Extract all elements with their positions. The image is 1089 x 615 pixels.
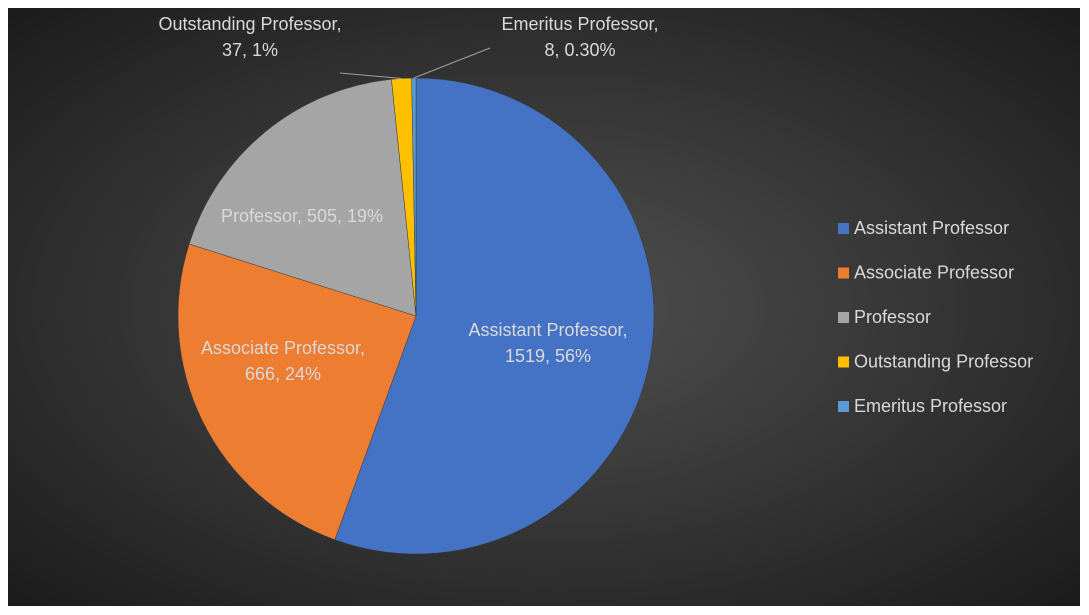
label-line: 8, 0.30% <box>544 40 615 60</box>
legend-label: Assistant Professor <box>854 218 1009 238</box>
legend-swatch <box>838 223 849 234</box>
legend-swatch <box>838 267 849 279</box>
pie-slice <box>188 78 417 317</box>
label-line: 37, 1% <box>222 40 278 60</box>
label-line: Emeritus Professor, <box>501 14 658 34</box>
data-label: Emeritus Professor, 8, 0.30% <box>501 14 658 60</box>
data-label: Associate Professor, 666, 24% <box>201 338 365 384</box>
leader-line <box>413 47 491 79</box>
legend-swatch <box>838 356 849 368</box>
legend-label: Associate Professor <box>854 263 1014 283</box>
data-label: Outstanding Professor, 37, 1% <box>158 14 341 60</box>
pie-slice <box>334 77 655 555</box>
legend-swatch <box>838 312 849 323</box>
legend-label: Emeritus Professor <box>854 396 1007 416</box>
legend-swatch <box>838 401 849 412</box>
label-line: 666, 24% <box>245 364 321 384</box>
legend-label: Professor <box>854 307 931 327</box>
label-line: Assistant Professor, <box>468 320 627 340</box>
pie-slice <box>411 77 417 317</box>
label-line: Outstanding Professor, <box>158 14 341 34</box>
label-line: Associate Professor, <box>201 338 365 358</box>
pie-slice <box>177 243 417 541</box>
legend-label: Outstanding Professor <box>854 352 1033 372</box>
data-label: Assistant Professor, 1519, 56% <box>468 320 627 366</box>
data-label: Professor, 505, 19% <box>221 206 383 226</box>
leader-line <box>339 72 402 79</box>
label-line: 1519, 56% <box>505 346 591 366</box>
